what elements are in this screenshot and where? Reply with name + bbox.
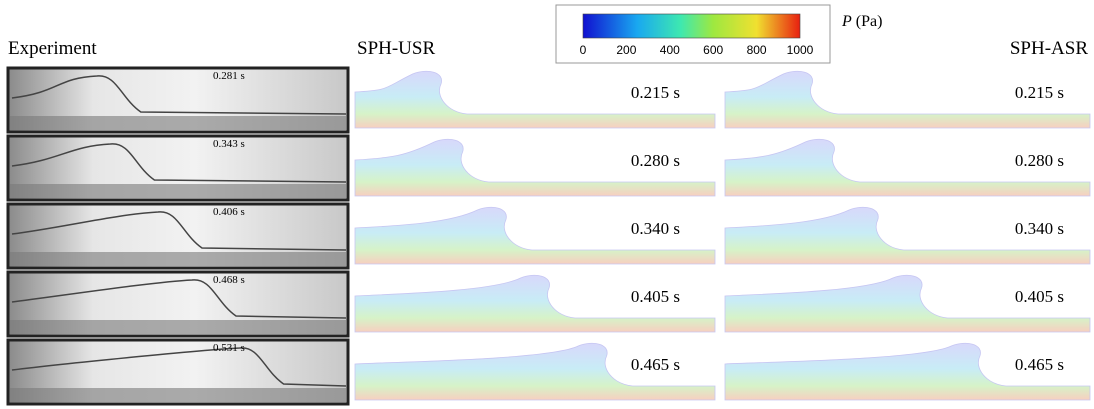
channel-bottom	[10, 320, 346, 334]
colorbar-tick: 800	[747, 43, 767, 57]
header-usr: SPH-USR	[357, 38, 435, 59]
fluid-asr	[724, 206, 1091, 265]
time-asr: 0.215 s	[1015, 83, 1064, 102]
channel-bottom	[10, 116, 346, 130]
wave-profile	[11, 75, 347, 115]
header-experiment: Experiment	[8, 38, 97, 59]
fluid-usr	[354, 206, 716, 265]
time-asr: 0.280 s	[1015, 151, 1064, 170]
experiment-time: 0.281 s	[213, 70, 245, 82]
fluid-asr	[724, 342, 1091, 401]
colorbar-unit: (Pa)	[856, 13, 883, 30]
colorbar-symbol: P	[841, 13, 852, 30]
colorbar-label: P (Pa)	[841, 13, 882, 30]
experiment-time: 0.531 s	[213, 342, 245, 354]
time-asr: 0.405 s	[1015, 287, 1064, 306]
time-usr: 0.215 s	[631, 83, 680, 102]
experiment-time: 0.343 s	[213, 138, 245, 150]
fluid-usr	[354, 138, 716, 197]
header-asr: SPH-ASR	[1010, 38, 1088, 59]
wave-profile	[11, 347, 347, 387]
colorbar-tick: 400	[660, 43, 680, 57]
time-asr: 0.340 s	[1015, 219, 1064, 238]
experiment-time: 0.468 s	[213, 274, 245, 286]
experiment-time: 0.406 s	[213, 206, 245, 218]
fluid-asr	[724, 70, 1091, 129]
time-usr: 0.340 s	[631, 219, 680, 238]
time-usr: 0.280 s	[631, 151, 680, 170]
fluid-usr	[354, 70, 716, 129]
colorbar-tick: 0	[580, 43, 587, 57]
colorbar-tick: 600	[703, 43, 723, 57]
time-usr: 0.405 s	[631, 287, 680, 306]
fluid-asr	[724, 138, 1091, 197]
time-asr: 0.465 s	[1015, 355, 1064, 374]
fluid-usr	[354, 342, 716, 401]
time-usr: 0.465 s	[631, 355, 680, 374]
fluid-asr	[724, 274, 1091, 333]
channel-bottom	[10, 252, 346, 266]
fluid-usr	[354, 274, 716, 333]
wave-profile	[11, 211, 347, 251]
colorbar	[582, 13, 801, 39]
channel-bottom	[10, 184, 346, 198]
wave-profile	[11, 143, 347, 183]
colorbar-tick: 200	[616, 43, 636, 57]
colorbar-tick: 1000	[787, 43, 814, 57]
channel-bottom	[10, 388, 346, 402]
wave-profile	[11, 279, 347, 319]
